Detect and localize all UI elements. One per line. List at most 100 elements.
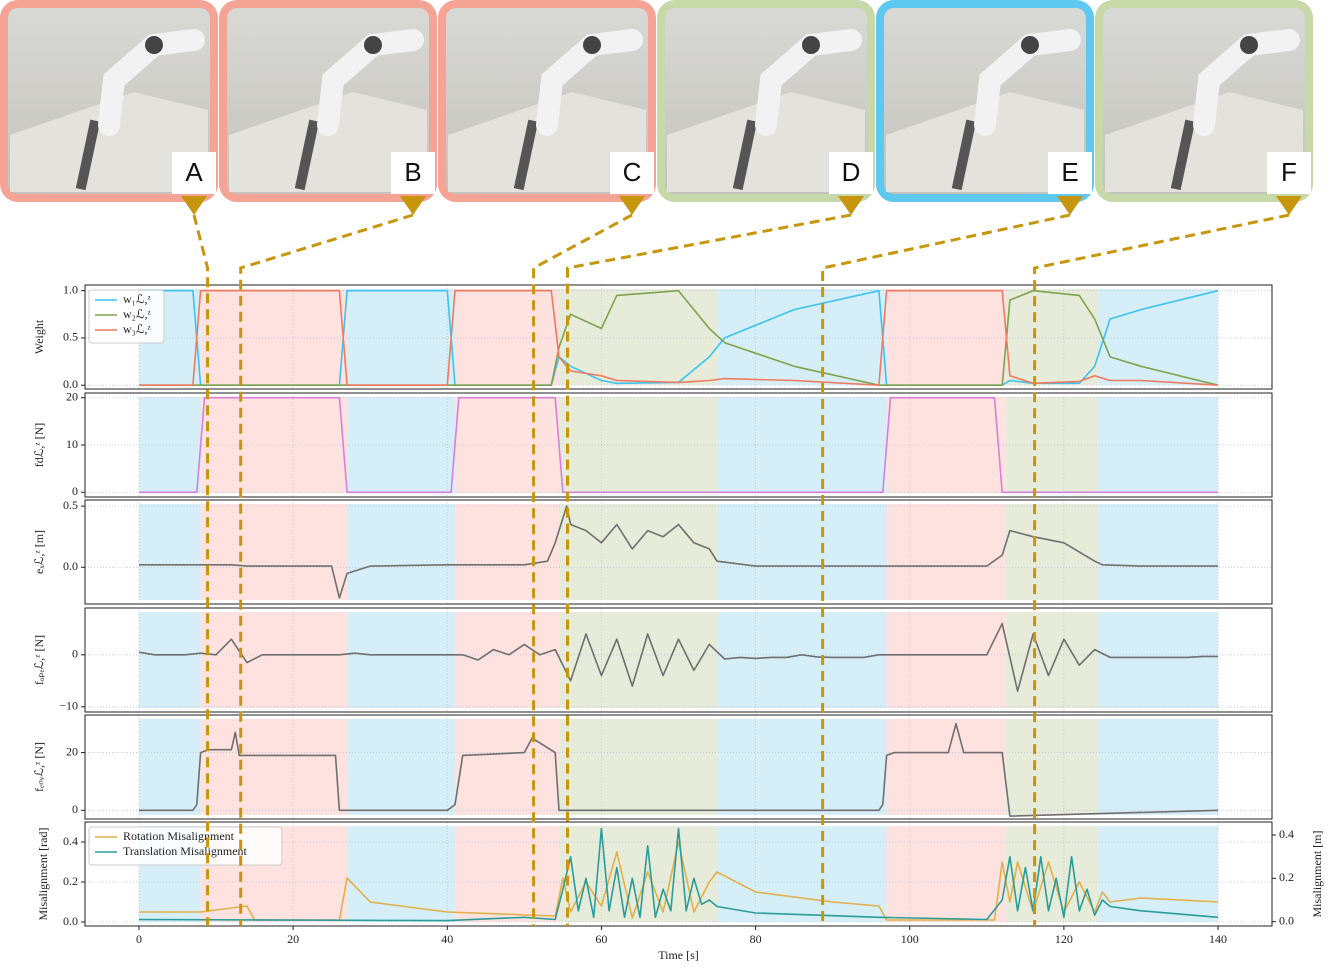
- phase-band: [454, 289, 560, 385]
- x-tick-label: 40: [441, 932, 453, 946]
- x-tick-label: 80: [750, 932, 762, 946]
- photo-rail: [732, 119, 758, 191]
- phase-band: [717, 826, 887, 922]
- data-line: [138, 827, 1219, 922]
- data-line: [139, 289, 1219, 386]
- x-tick-label: 60: [595, 932, 607, 946]
- y-tick-label: 0.5: [63, 330, 78, 344]
- phase-band: [559, 504, 718, 600]
- photo-pointer: [1276, 196, 1302, 215]
- phase-band: [454, 612, 560, 708]
- event-line: [532, 213, 633, 926]
- y-tick-label: 0.2: [63, 874, 78, 888]
- photo-pointer: [1057, 196, 1083, 215]
- y-axis-label: fdℒ,ᶻ [N]: [32, 423, 46, 468]
- photo-robot: [1193, 29, 1300, 136]
- phase-band: [559, 397, 718, 493]
- y-axis-label: fₒₚₑℒ,ᶻ [N]: [32, 635, 46, 685]
- y-axis-label: fₑₙᵥℒ,ᶻ [N]: [32, 742, 46, 792]
- photo-rail: [1170, 119, 1196, 191]
- photo-label: D: [842, 157, 861, 187]
- x-tick-label: 120: [1055, 932, 1073, 946]
- y-tick-label: 0: [72, 484, 78, 498]
- data-line: [139, 396, 1218, 494]
- y-axis-label: Misalignment [rad]: [36, 828, 50, 921]
- y-tick-label: 0.0: [63, 559, 78, 573]
- phase-band: [717, 289, 887, 385]
- phase-band: [200, 612, 348, 708]
- phase-band: [347, 719, 455, 815]
- panel-frame: [84, 714, 1273, 820]
- legend-label: Rotation Misalignment: [123, 829, 235, 843]
- photo-label: F: [1281, 157, 1297, 187]
- photo-rail: [75, 119, 101, 191]
- y-axis-label: Weight: [32, 319, 46, 354]
- y-tick-label: 0.5: [63, 498, 78, 512]
- photo-label: B: [404, 157, 421, 187]
- y-tick-label: 0: [72, 802, 78, 816]
- phase-band: [1006, 719, 1099, 815]
- phase-band: [886, 719, 1007, 815]
- phase-band: [138, 612, 201, 708]
- photo-table: [10, 92, 208, 192]
- photo-table: [448, 92, 646, 192]
- legend-label: w₁ℒ,ᶻ: [123, 292, 151, 306]
- photo-rail: [294, 119, 320, 191]
- data-line: [139, 289, 1219, 386]
- x-tick-label: 100: [901, 932, 919, 946]
- phase-band: [886, 612, 1007, 708]
- event-line: [566, 213, 852, 926]
- legend-label: w₃ℒ,ᶻ: [123, 322, 151, 336]
- y-tick-label: 0.4: [63, 834, 78, 848]
- photo-pointer: [400, 196, 426, 215]
- data-line: [138, 622, 1218, 692]
- phase-band: [347, 826, 455, 922]
- photo-robot: [536, 29, 643, 136]
- photo-label-box: [1267, 152, 1311, 194]
- phase-band: [200, 719, 348, 815]
- legend-label: Translation Misalignment: [123, 844, 248, 858]
- photo-label-box: [610, 152, 654, 194]
- phase-band: [886, 289, 1007, 385]
- photo-pointer: [619, 196, 645, 215]
- phase-band: [454, 719, 560, 815]
- x-tick-label: 0: [136, 932, 142, 946]
- photo-robot: [974, 29, 1081, 136]
- y-tick-label: 0.0: [63, 377, 78, 391]
- photo-table: [667, 92, 865, 192]
- photo-pointer: [838, 196, 864, 215]
- photo-joint: [1021, 36, 1039, 54]
- phase-band: [1098, 504, 1219, 600]
- y-tick-label: −10: [59, 699, 78, 713]
- panel-frame: [84, 392, 1273, 498]
- x-tick-label: 140: [1209, 932, 1227, 946]
- photo-robot: [755, 29, 862, 136]
- phase-band: [559, 719, 718, 815]
- phase-band: [347, 289, 455, 385]
- event-line: [239, 213, 414, 926]
- photo-table: [886, 92, 1084, 192]
- y-tick-label: 10: [66, 437, 78, 451]
- y-tick-label: 1.0: [63, 282, 78, 296]
- photo-label-box: [1048, 152, 1092, 194]
- photo-rail: [513, 119, 539, 191]
- y2-tick-label: 0.2: [1279, 870, 1294, 884]
- phase-band: [1006, 504, 1099, 600]
- photo-label: E: [1061, 157, 1078, 187]
- x-axis-label: Time [s]: [658, 948, 699, 962]
- phase-band: [1006, 612, 1099, 708]
- panel-frame: [84, 284, 1273, 390]
- panel-frame: [84, 607, 1273, 713]
- phase-band: [886, 504, 1007, 600]
- phase-band: [717, 719, 887, 815]
- photo-label-box: [829, 152, 873, 194]
- phase-band: [347, 612, 455, 708]
- phase-band: [717, 504, 887, 600]
- data-line: [139, 722, 1219, 817]
- data-line: [139, 505, 1218, 599]
- y2-tick-label: 0.4: [1279, 827, 1294, 841]
- photo-joint: [1240, 36, 1258, 54]
- legend-label: w₂ℒ,ᶻ: [123, 307, 151, 321]
- panel-frame: [84, 499, 1273, 605]
- phase-band: [347, 397, 455, 493]
